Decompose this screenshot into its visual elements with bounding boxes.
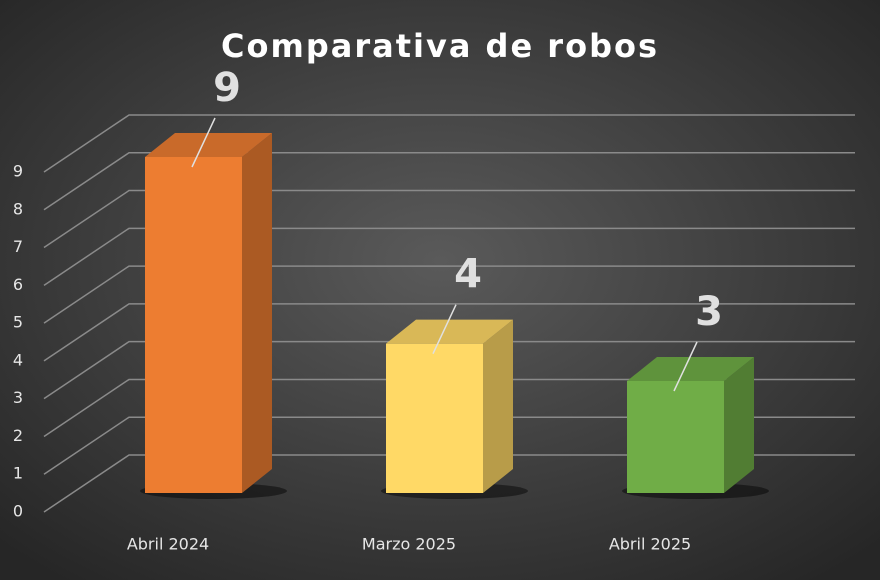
bar-top — [145, 133, 272, 157]
grid-line — [43, 378, 855, 438]
y-tick-label: 9 — [13, 162, 23, 181]
value-label: 3 — [695, 289, 723, 335]
bars: 9 Abril 2024 4 Marzo 2025 3 Abril 2025 — [127, 65, 769, 554]
y-tick-label: 4 — [13, 350, 23, 369]
grid-line — [43, 454, 855, 513]
leader-line — [191, 117, 216, 168]
grid-line — [43, 303, 855, 362]
leader-line — [432, 304, 457, 354]
bar-front — [145, 157, 242, 493]
bar-side — [724, 357, 754, 493]
y-tick-label: 6 — [13, 275, 23, 294]
bar-top — [386, 319, 513, 344]
value-label: 9 — [213, 65, 241, 111]
grid-line — [43, 152, 855, 211]
bar — [622, 357, 769, 499]
bar-side — [483, 319, 513, 493]
grid-line — [43, 265, 855, 324]
bar-side — [242, 133, 272, 493]
grid-line — [43, 227, 855, 286]
bar-front — [627, 381, 724, 493]
bar — [140, 133, 287, 499]
bar-top — [627, 357, 754, 381]
x-tick-label: Abril 2024 — [127, 535, 209, 554]
grid-line — [43, 416, 855, 475]
x-tick-label: Abril 2025 — [609, 535, 691, 554]
y-tick-label: 5 — [13, 313, 23, 332]
value-label: 4 — [454, 252, 482, 298]
grid-line — [43, 340, 855, 400]
y-tick-label: 0 — [13, 502, 23, 521]
y-tick-label: 3 — [13, 388, 23, 407]
y-tick-label: 2 — [13, 426, 23, 445]
grid-line — [43, 189, 855, 249]
grid-line — [43, 114, 855, 173]
x-tick-label: Marzo 2025 — [362, 535, 456, 554]
y-tick-label: 8 — [13, 199, 23, 218]
bar-front — [386, 343, 483, 493]
leader-line — [673, 341, 698, 392]
y-tick-label: 7 — [13, 237, 23, 256]
grid: 0 1 2 3 4 5 6 7 8 9 — [13, 114, 855, 521]
y-tick-label: 1 — [13, 464, 23, 483]
bar — [381, 319, 528, 499]
chart-title: Comparativa de robos — [221, 27, 659, 65]
